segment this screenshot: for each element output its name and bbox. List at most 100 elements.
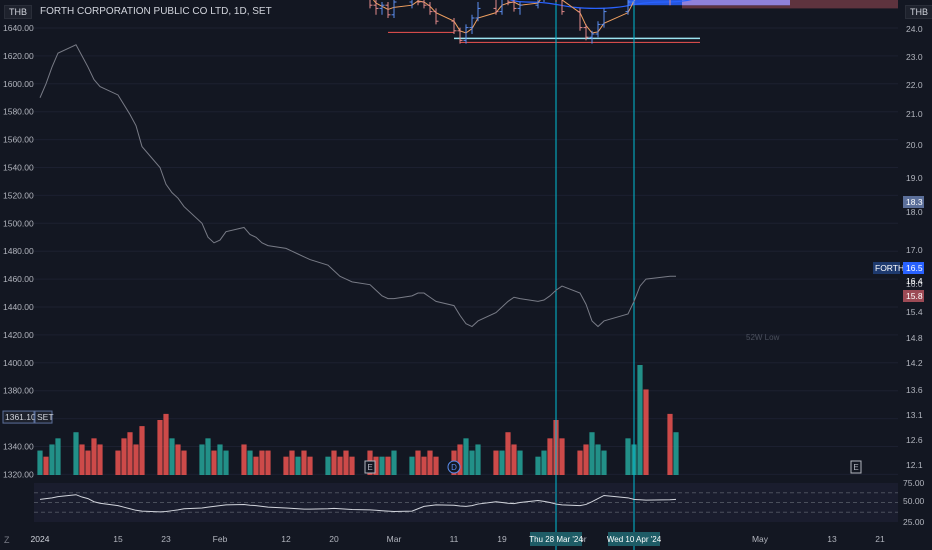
corner-button[interactable]: Z <box>4 535 10 545</box>
right-axis-tick: 14.8 <box>906 333 923 343</box>
volume-bar <box>601 450 607 475</box>
volume-bar <box>325 456 331 475</box>
left-axis-tick: 1320.00 <box>3 469 34 479</box>
volume-bar <box>673 432 679 475</box>
left-axis-tick: 1580.00 <box>3 107 34 117</box>
candle <box>457 27 463 44</box>
volume-bar <box>133 444 139 475</box>
time-axis-label: 13 <box>827 534 837 544</box>
volume-bar <box>247 450 253 475</box>
target-price-tag: 18.3 <box>906 197 923 207</box>
volume-bar <box>517 450 523 475</box>
volume-bar <box>307 456 313 475</box>
right-axis-tick: 13.1 <box>906 410 923 420</box>
time-axis-label: 12 <box>281 534 291 544</box>
date-marker-label: Thu 28 Mar '24 <box>529 535 583 544</box>
volume-bar <box>541 450 547 475</box>
volume-bar <box>547 438 553 475</box>
right-axis-tick: 15.4 <box>906 307 923 317</box>
left-axis-tick: 1520.00 <box>3 190 34 200</box>
left-axis-tick: 1420.00 <box>3 330 34 340</box>
time-axis-label: 11 <box>450 534 459 544</box>
volume-bar <box>535 456 541 475</box>
volume-bar <box>253 456 259 475</box>
volume-bar <box>589 432 595 475</box>
left-axis-tick: 1600.00 <box>3 79 34 89</box>
index-label-box <box>2 410 35 424</box>
volume-bar <box>115 450 121 475</box>
right-axis-tick: 19.0 <box>906 173 923 183</box>
volume-bar <box>175 444 181 475</box>
volume-bar <box>91 438 97 475</box>
volume-bar <box>637 365 643 475</box>
volume-bar <box>337 456 343 475</box>
volume-bar <box>181 450 187 475</box>
left-axis-tick: 1620.00 <box>3 51 34 61</box>
right-axis-tick: 13.6 <box>906 385 923 395</box>
volume-bar <box>583 444 589 475</box>
volume-bar <box>391 450 397 475</box>
time-axis-label: 15 <box>113 534 123 544</box>
volume-bar <box>127 432 133 475</box>
left-axis-tick: 1480.00 <box>3 246 34 256</box>
volume-bar <box>223 450 229 475</box>
right-axis-tick: 18.0 <box>906 207 923 217</box>
volume-bar <box>211 450 217 475</box>
candle <box>625 0 631 15</box>
candle <box>409 0 413 9</box>
candles <box>369 0 671 44</box>
volume-bars <box>37 365 679 475</box>
set-index-path <box>39 44 676 328</box>
volume-bar <box>643 389 649 475</box>
time-axis-label: Mar <box>387 534 402 544</box>
event-badge-d-shape <box>447 460 461 474</box>
volume-bar <box>475 444 481 475</box>
left-axis-tick: 1400.00 <box>3 358 34 368</box>
candle <box>433 8 439 25</box>
candle <box>499 0 503 15</box>
volume-bar <box>625 438 631 475</box>
candle <box>369 0 373 9</box>
left-axis-tick: 1640.00 <box>3 23 34 33</box>
symbol-tag: FORTH <box>875 263 904 273</box>
rsi-indicator <box>34 492 898 513</box>
left-axis-tick: 1340.00 <box>3 442 34 452</box>
last-price-tag-bg <box>903 262 924 274</box>
candle <box>463 24 469 44</box>
rsi-axis-tick: 25.00 <box>903 517 925 527</box>
volume-bar <box>331 450 337 475</box>
candle <box>391 0 397 18</box>
candle <box>577 8 583 31</box>
right-axis-tick: 12.6 <box>906 435 923 445</box>
drawing-tools[interactable] <box>34 0 898 550</box>
volume-bar <box>295 456 301 475</box>
volume-bar <box>169 438 175 475</box>
stop-price-tag: 15.8 <box>906 291 923 301</box>
time-axis-label: 20 <box>329 534 339 544</box>
overlap-zone <box>682 0 790 6</box>
time-axis-label: 21 <box>875 534 885 544</box>
candle <box>469 14 475 34</box>
volume-bar <box>409 456 415 475</box>
candle <box>589 30 595 44</box>
event-badge-e-shape <box>364 460 376 474</box>
right-axis-tick: 16.0 <box>906 279 923 289</box>
volume-bar <box>205 438 211 475</box>
candle <box>511 0 517 12</box>
event-badge-d: D <box>451 463 457 472</box>
volume-bar <box>379 456 385 475</box>
right-axis-tick: 21.0 <box>906 109 923 119</box>
entry-price-tag: 16.4 <box>906 276 923 286</box>
volume-bar <box>43 456 49 475</box>
moving-averages <box>372 0 693 34</box>
volume-bar <box>301 450 307 475</box>
volume-bar <box>79 444 85 475</box>
volume-bar <box>289 450 295 475</box>
volume-bar <box>121 438 127 475</box>
left-axis-tick: 1560.00 <box>3 135 34 145</box>
time-axis-label: 23 <box>161 534 171 544</box>
volume-bar <box>343 450 349 475</box>
candle <box>517 2 523 15</box>
set-index-line <box>39 44 676 328</box>
